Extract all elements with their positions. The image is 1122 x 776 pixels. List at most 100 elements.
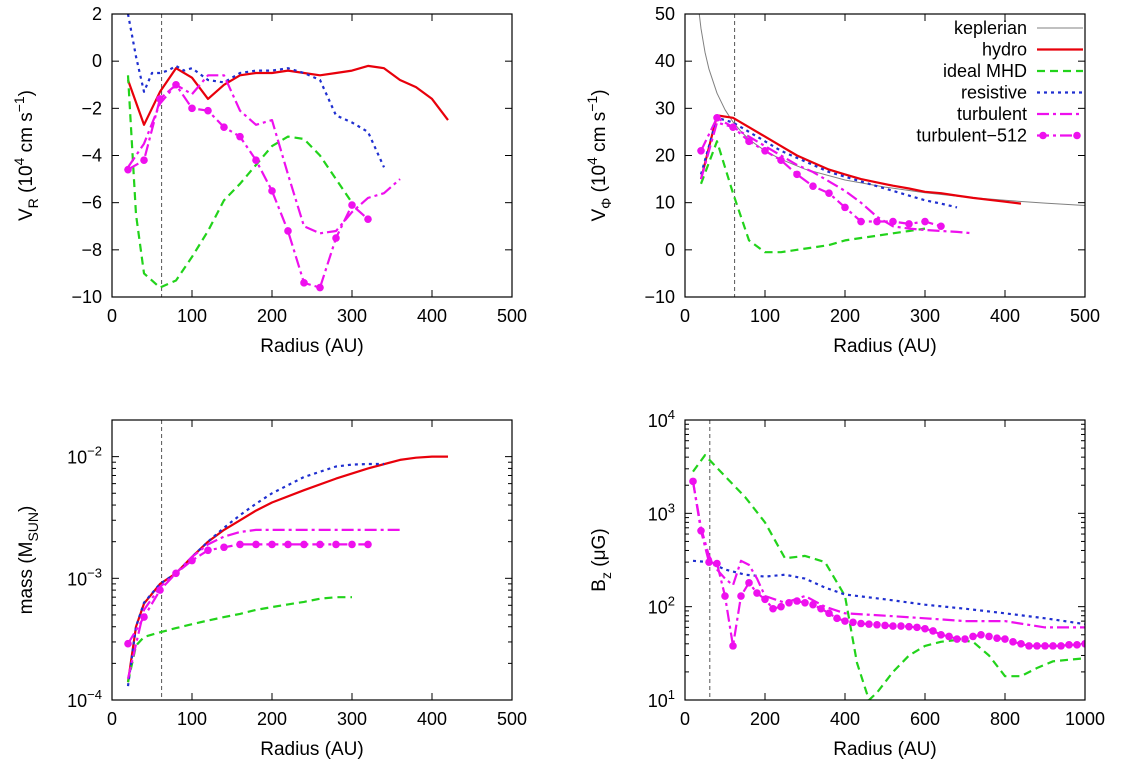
series-point [721, 592, 729, 600]
y-tick-label: 10 [655, 193, 675, 213]
y-tick-label: −6 [81, 193, 102, 213]
series-point [905, 622, 913, 631]
x-tick-label: 400 [417, 709, 447, 729]
series-point [140, 156, 148, 165]
series-point [713, 113, 721, 122]
series-point [1009, 638, 1017, 646]
series-line-hydro [699, 114, 1022, 205]
y-tick-label: 50 [655, 4, 675, 24]
series-point [713, 559, 721, 568]
x-tick-label: 500 [497, 709, 527, 729]
series-point [745, 137, 753, 146]
series-point [817, 604, 825, 613]
series-point [929, 627, 937, 635]
series-point [809, 600, 817, 609]
series-line-turbulent [691, 481, 1085, 629]
x-tick-label: 800 [990, 709, 1020, 729]
series-point [849, 618, 857, 627]
x-tick-label: 0 [680, 306, 690, 326]
series-point [777, 156, 785, 165]
y-tick-label: −10 [644, 287, 675, 307]
series-point [332, 234, 340, 242]
series-point [1025, 642, 1033, 650]
series-point [364, 215, 372, 223]
series-point [236, 540, 244, 549]
y-tick-label: 10−3 [67, 565, 102, 589]
plot-frame [684, 13, 1086, 298]
series-point [937, 630, 945, 639]
series-line-ideal-mhd [126, 75, 353, 289]
plot-frame [684, 419, 1086, 701]
series-point [873, 620, 881, 629]
series-point [833, 614, 841, 623]
x-tick-label: 400 [990, 306, 1020, 326]
series-point [300, 540, 308, 549]
series-point [857, 217, 865, 226]
series-point [705, 558, 713, 566]
x-tick-label: 400 [830, 709, 860, 729]
series-line-turbulent-512 [691, 481, 1085, 648]
series-point [316, 283, 324, 292]
series-point [777, 602, 785, 611]
series-point [761, 595, 769, 604]
series-point [1001, 635, 1009, 643]
series-point [348, 540, 356, 549]
series-point [753, 589, 761, 597]
series-line-ideal-mhd [692, 454, 1085, 700]
x-tick-label: 200 [257, 709, 287, 729]
y-tick-label: −8 [81, 240, 102, 260]
x-tick-label: 400 [417, 306, 447, 326]
series-point [316, 540, 324, 549]
series-point [873, 217, 881, 226]
series-point [188, 104, 196, 113]
series-point [985, 632, 993, 641]
series-group [124, 455, 448, 687]
series-point [945, 632, 953, 641]
series-point [204, 546, 212, 555]
x-tick-label: 200 [257, 306, 287, 326]
y-tick-label: 103 [648, 500, 675, 524]
series-line-turbulent-512 [127, 83, 369, 289]
series-point [220, 123, 228, 131]
series-point [1041, 642, 1049, 650]
series-point [865, 620, 873, 628]
series-point [793, 170, 801, 179]
series-point [1081, 640, 1085, 648]
x-tick-label: 300 [337, 709, 367, 729]
series-group [689, 454, 1085, 700]
y-axis-label: VR (104 cm s−1) [11, 90, 41, 221]
legend-label: resistive [961, 83, 1027, 103]
series-point [729, 123, 737, 131]
series-point [252, 540, 260, 549]
x-tick-label: 200 [750, 709, 780, 729]
series-point [745, 579, 753, 587]
legend-marker [1039, 131, 1047, 140]
legend-label: turbulent [957, 104, 1027, 124]
series-point [737, 592, 745, 600]
series-point [689, 477, 697, 486]
series-line-turbulent-512 [127, 543, 368, 645]
y-tick-label: 10−4 [67, 687, 102, 711]
series-group [124, 14, 449, 292]
series-point [1057, 642, 1065, 650]
y-tick-label: −2 [81, 98, 102, 118]
series-line-resistive [126, 14, 386, 168]
series-point [993, 634, 1001, 642]
x-tick-label: 300 [337, 306, 367, 326]
series-line-resistive [126, 462, 384, 687]
series-point [252, 156, 260, 165]
series-line-turbulent-512 [700, 116, 942, 228]
series-point [961, 635, 969, 643]
y-tick-label: −10 [71, 287, 102, 307]
series-point [140, 613, 148, 621]
x-axis-label: Radius (AU) [833, 739, 936, 760]
legend-label: hydro [982, 40, 1027, 60]
series-point [1033, 642, 1041, 650]
x-tick-label: 100 [750, 306, 780, 326]
y-tick-label: 30 [655, 98, 675, 118]
y-tick-label: 40 [655, 51, 675, 71]
series-point [300, 279, 308, 287]
series-point [284, 540, 292, 549]
